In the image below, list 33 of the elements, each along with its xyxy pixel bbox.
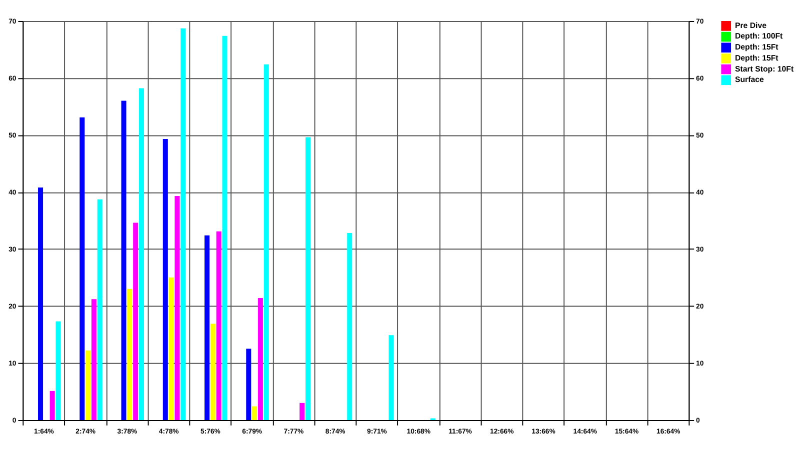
legend-label: Pre Dive	[734, 20, 768, 30]
bar	[38, 187, 44, 420]
bar	[91, 299, 96, 420]
bar	[138, 88, 144, 420]
legend-label: Depth: 15Ft	[734, 42, 779, 52]
bar	[121, 100, 126, 420]
bar	[264, 64, 269, 420]
bar	[300, 402, 305, 420]
bar	[347, 233, 352, 420]
bar	[97, 199, 102, 420]
bar	[174, 196, 180, 420]
bar	[210, 324, 216, 420]
bar	[204, 235, 210, 420]
bar	[305, 137, 310, 420]
legend-label: Surface	[734, 75, 764, 84]
bar	[216, 231, 222, 420]
legend-label: Start Stop: 10Ft	[734, 64, 794, 74]
bar	[162, 139, 168, 420]
legend-label: Depth: 15Ft	[734, 53, 779, 62]
bar	[133, 222, 138, 420]
bar	[86, 350, 91, 420]
bar	[246, 348, 252, 420]
bar	[168, 278, 174, 420]
bar	[127, 288, 132, 420]
bar	[80, 117, 85, 420]
bar	[258, 298, 263, 420]
bar	[222, 36, 228, 420]
bar	[252, 406, 258, 420]
legend-label: Depth: 100Ft	[734, 32, 784, 41]
bar	[180, 28, 186, 420]
bar	[388, 335, 394, 420]
bar	[56, 321, 61, 420]
bar	[50, 390, 55, 420]
